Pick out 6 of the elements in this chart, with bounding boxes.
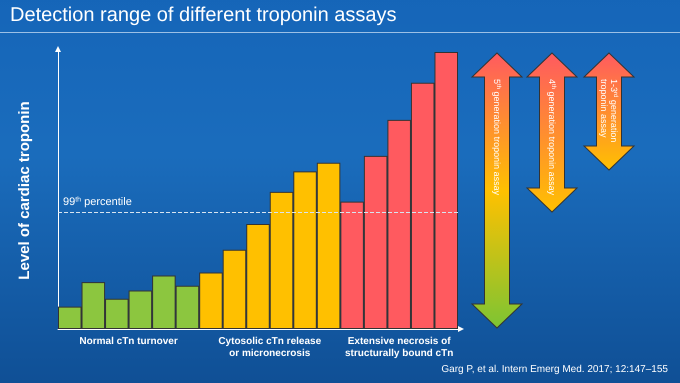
text: Cytosolic cTn release or micronecrosis [218, 336, 322, 360]
chart-title: Detection range of different troponin assays [10, 4, 397, 27]
text: Extensive necrosis of structurally bound cTn [345, 336, 454, 360]
y-axis-title: Level of cardiac troponin [16, 101, 33, 280]
text: Garg P, et al. Intern Emerg Med. 2017; 12:147–155 [441, 364, 668, 375]
text: Normal cTn turnover [79, 336, 178, 348]
